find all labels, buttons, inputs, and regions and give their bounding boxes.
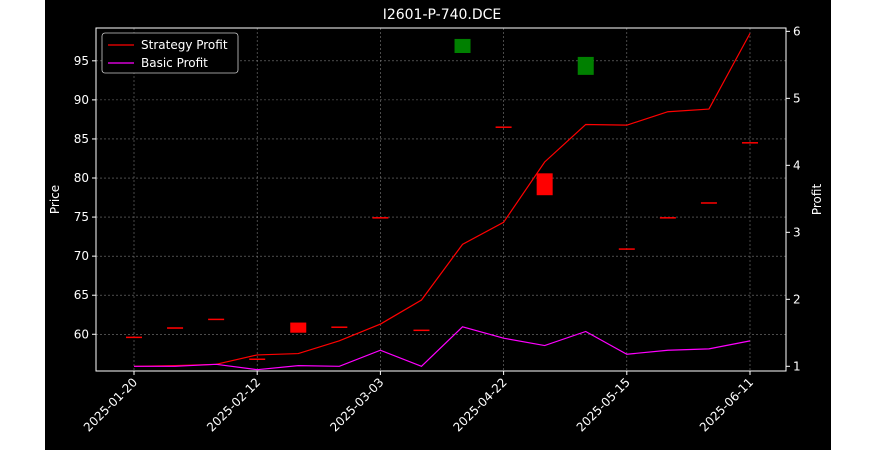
x-axis: 2025-01-20 2025-02-12 2025-03-03 2025-04-22…: [81, 371, 756, 434]
candle: [659, 217, 676, 219]
x-tick-label: 2025-02-12: [204, 375, 263, 434]
y-tick-label: 70: [74, 249, 89, 263]
chart-title: I2601-P-740.DCE: [383, 7, 502, 23]
y-axis-left: 60 65 70 75 80 85 90 95: [74, 54, 96, 341]
y-axis-right: 1 2 3 4 5 6: [786, 24, 801, 373]
legend-label: Strategy Profit: [141, 38, 228, 52]
y2-tick-label: 4: [793, 158, 801, 172]
x-tick-label: 2025-06-11: [697, 375, 756, 434]
candle: [536, 173, 553, 196]
series-line: [133, 33, 751, 367]
y2-tick-label: 1: [793, 359, 801, 373]
y2-tick-label: 6: [793, 24, 801, 38]
candle: [331, 326, 348, 328]
y-tick-label: 95: [74, 54, 89, 68]
x-tick-label: 2025-03-03: [327, 375, 386, 434]
y2-tick-label: 5: [793, 91, 801, 105]
candle: [700, 202, 717, 204]
y2-tick-label: 3: [793, 225, 801, 239]
legend: Strategy Profit Basic Profit: [101, 32, 239, 74]
candle: [208, 318, 225, 321]
y-tick-label: 90: [74, 93, 89, 107]
x-tick-label: 2025-05-15: [574, 375, 633, 434]
chart-svg: I2601-P-740.DCE 2025-01-20 2025-02-12 2025…: [48, 7, 824, 434]
y-tick-label: 65: [74, 288, 89, 302]
candle: [742, 142, 758, 144]
y2-axis-label: Profit: [810, 184, 824, 216]
y-tick-label: 60: [74, 327, 89, 341]
candle: [577, 56, 594, 75]
series-line: [134, 326, 751, 371]
candle: [290, 322, 307, 333]
candle: [454, 38, 471, 54]
candle: [413, 329, 430, 332]
candle: [249, 358, 266, 360]
y-axis-label: Price: [48, 185, 62, 214]
legend-label: Basic Profit: [141, 56, 208, 70]
candle: [167, 327, 184, 329]
y-tick-label: 85: [74, 132, 89, 146]
candle: [372, 217, 389, 219]
grid: [96, 28, 786, 371]
plot-frame: [95, 27, 787, 372]
x-tick-label: 2025-04-22: [451, 375, 510, 434]
candle: [495, 126, 512, 128]
y-tick-label: 75: [74, 210, 89, 224]
legend-box: [101, 32, 239, 74]
y-tick-label: 80: [74, 171, 89, 185]
x-tick-label: 2025-01-20: [81, 375, 140, 434]
candle: [126, 336, 142, 339]
candles-layer: [126, 38, 758, 360]
lines-layer: [133, 33, 751, 371]
candle: [618, 248, 635, 250]
chart-figure: I2601-P-740.DCE 2025-01-20 2025-02-12 2025…: [45, 0, 831, 450]
y2-tick-label: 2: [793, 292, 801, 306]
